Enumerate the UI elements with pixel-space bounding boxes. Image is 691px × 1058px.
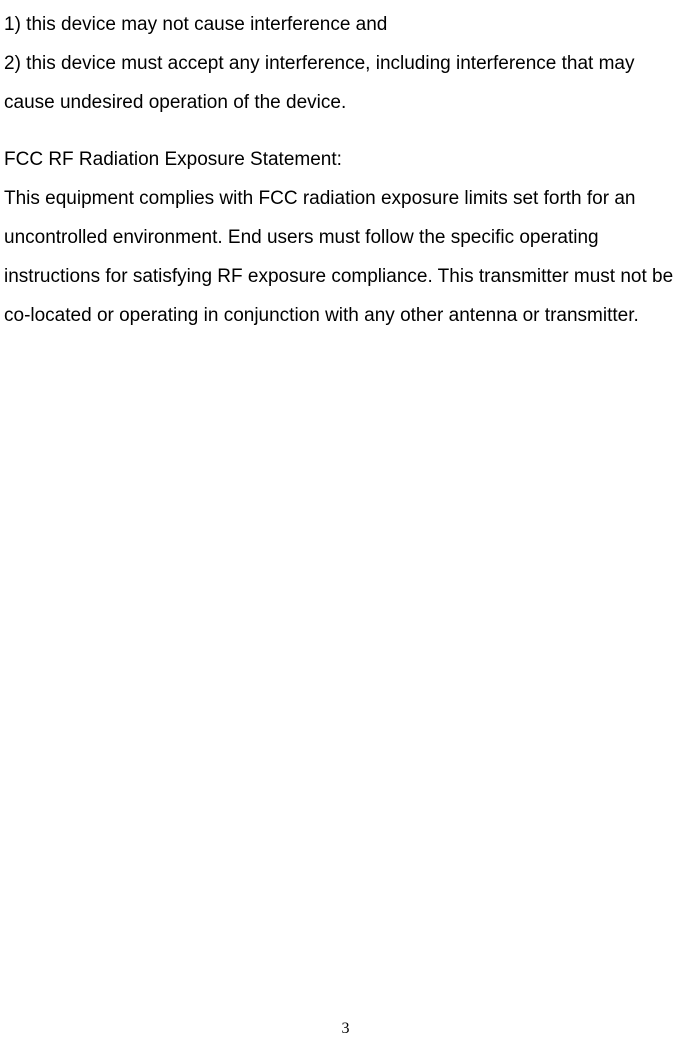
page-number: 3 xyxy=(0,1020,691,1038)
condition-2: 2) this device must accept any interfere… xyxy=(4,45,687,123)
page-content: 1) this device may not cause interferenc… xyxy=(0,0,691,336)
fcc-body: This equipment complies with FCC radiati… xyxy=(4,180,687,336)
paragraph-break xyxy=(4,123,687,141)
fcc-heading: FCC RF Radiation Exposure Statement: xyxy=(4,141,687,180)
condition-1: 1) this device may not cause interferenc… xyxy=(4,6,687,45)
